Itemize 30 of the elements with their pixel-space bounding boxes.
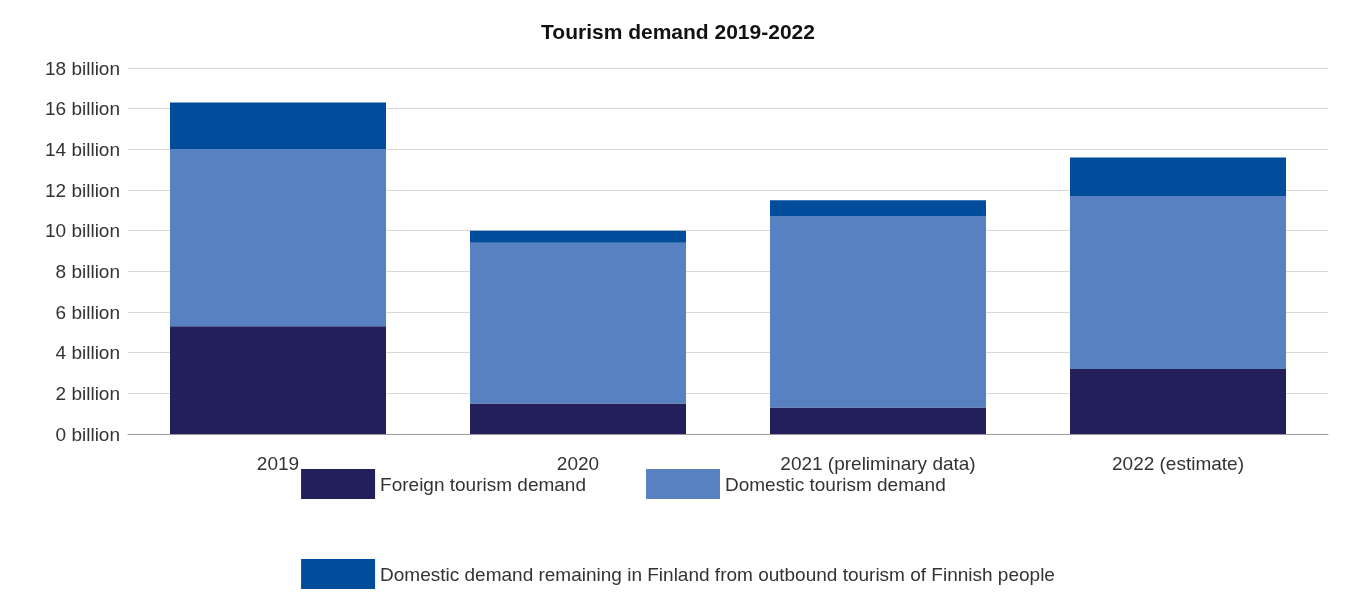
bar bbox=[770, 407, 986, 434]
y-tick-label: 2 billion bbox=[55, 382, 120, 404]
legend-label: Domestic tourism demand bbox=[725, 473, 946, 495]
y-tick-label: 6 billion bbox=[55, 301, 120, 323]
bar bbox=[170, 149, 386, 327]
bar bbox=[170, 326, 386, 434]
x-tick-label: 2021 (preliminary data) bbox=[780, 453, 976, 474]
y-tick-label: 18 billion bbox=[45, 57, 120, 79]
y-tick-label: 12 billion bbox=[45, 179, 120, 201]
y-tick-label: 16 billion bbox=[45, 98, 120, 120]
x-tick-label: 2019 bbox=[256, 453, 300, 474]
y-tick-label: 10 billion bbox=[45, 220, 120, 242]
chart-title: Tourism demand 2019-2022 bbox=[541, 20, 815, 43]
bar bbox=[1070, 368, 1286, 434]
bar bbox=[470, 403, 686, 434]
x-tick-label: 2020 bbox=[556, 453, 600, 474]
y-tick-label: 0 billion bbox=[55, 423, 120, 445]
bar bbox=[1070, 196, 1286, 369]
y-tick-label: 8 billion bbox=[55, 260, 120, 282]
y-tick-label: 14 billion bbox=[45, 138, 120, 160]
bar bbox=[770, 200, 986, 217]
legend-label: Domestic demand remaining in Finland from outbound tourism of Finnish people bbox=[380, 563, 1055, 585]
bar bbox=[170, 102, 386, 150]
x-tick-label: 2022 (estimate) bbox=[1111, 453, 1245, 474]
bar bbox=[1070, 157, 1286, 197]
bar bbox=[470, 230, 686, 243]
y-tick-label: 4 billion bbox=[55, 342, 120, 364]
legend-label: Foreign tourism demand bbox=[380, 473, 587, 495]
bar bbox=[470, 242, 686, 404]
bar bbox=[770, 216, 986, 408]
